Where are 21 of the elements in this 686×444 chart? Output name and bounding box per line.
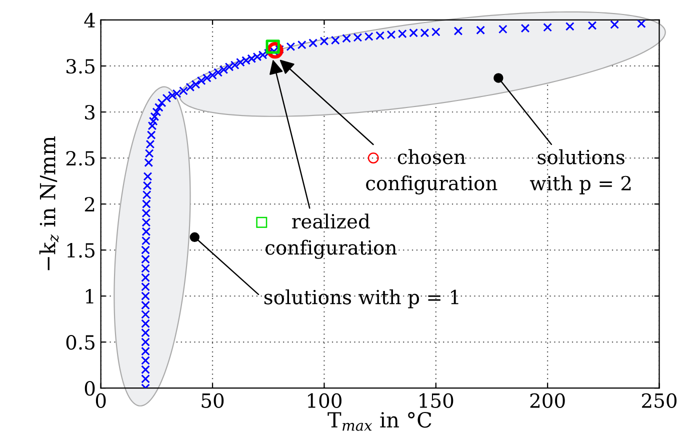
y-tick-label: 3 [85, 104, 95, 120]
y-tick-label: 2.5 [66, 150, 94, 166]
y-axis-title: −k$_{z}$ in N/mm [39, 136, 59, 270]
x-tick-label: 150 [420, 393, 454, 408]
y-tick-label: 1 [86, 288, 94, 304]
y-tick-label: 3.5 [66, 58, 94, 74]
annotation: solutions with p = 1 [264, 289, 458, 308]
x-tick-label: 250 [642, 393, 677, 408]
annotation: chosen configuration [366, 149, 498, 194]
y-tick-label: 2 [84, 196, 94, 212]
annotation: solutions with p = 2 [530, 149, 631, 194]
y-tick-label: 0 [84, 381, 95, 396]
y-tick-label: 0.5 [66, 335, 94, 350]
y-tick-label: 4 [84, 12, 96, 28]
x-axis-title: T$_{max}$ in °C [328, 412, 432, 431]
x-tick-label: 50 [202, 393, 224, 408]
x-tick-label: 0 [96, 393, 106, 408]
y-tick-label: 1.5 [67, 242, 94, 258]
x-tick-label: 100 [308, 393, 342, 408]
annotation: realized configuration [266, 214, 397, 259]
x-tick-label: 200 [530, 393, 565, 408]
